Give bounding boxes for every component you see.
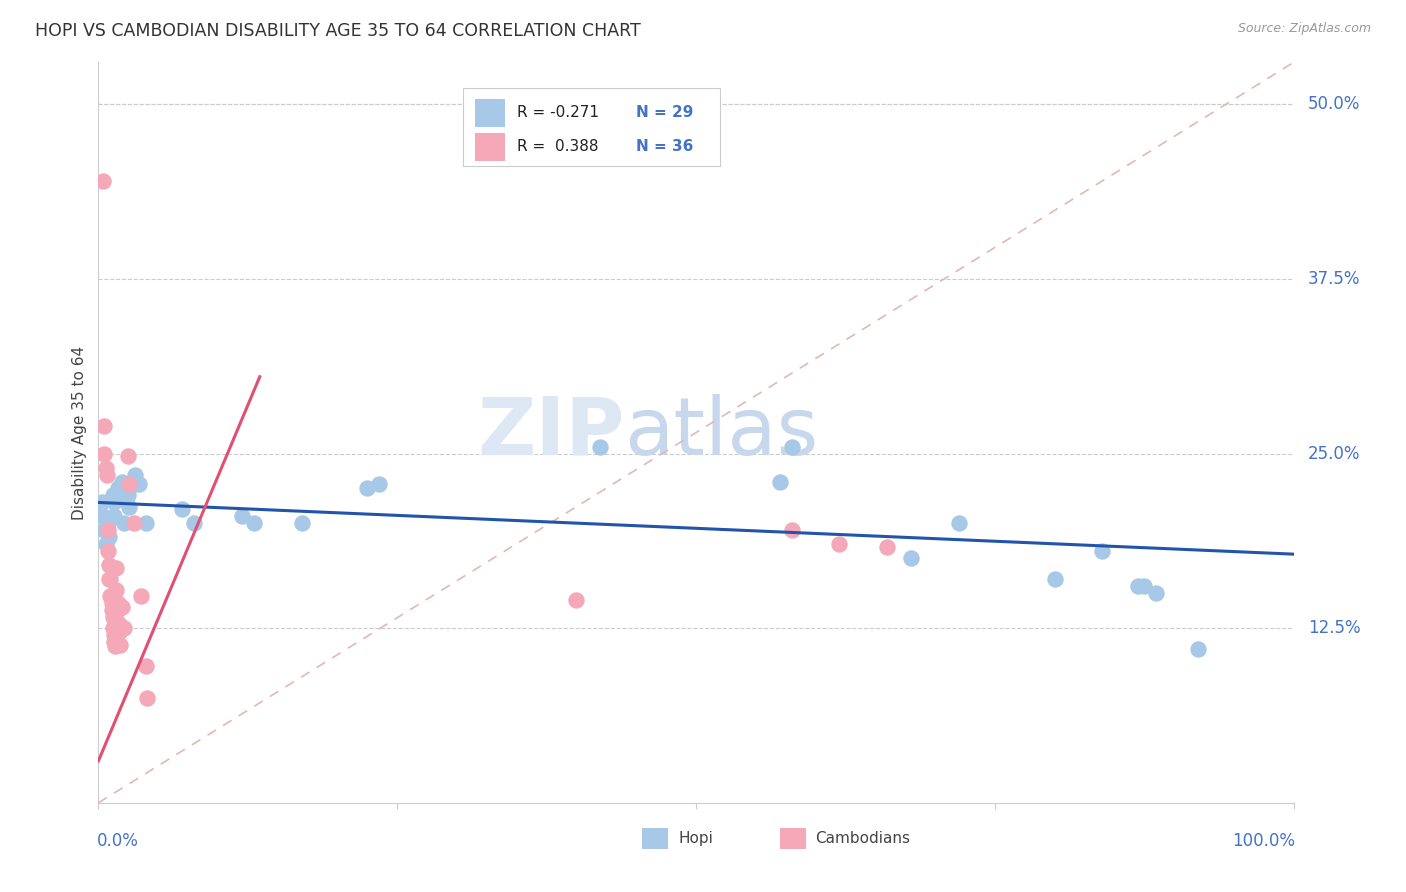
Text: R = -0.271: R = -0.271 [517, 104, 599, 120]
Point [103, 628, 125, 642]
Text: Cambodians: Cambodians [815, 830, 911, 846]
Text: ZIP: ZIP [477, 393, 624, 472]
Point [103, 635, 125, 649]
Point [107, 596, 129, 610]
Point [118, 500, 141, 514]
Point [97, 516, 120, 531]
Point [100, 603, 122, 617]
Text: 37.5%: 37.5% [1308, 270, 1361, 288]
Point [124, 516, 146, 531]
Point [100, 596, 122, 610]
Point [876, 540, 898, 554]
Text: N = 29: N = 29 [636, 104, 693, 120]
Point [107, 603, 129, 617]
Point [112, 621, 135, 635]
Text: Source: ZipAtlas.com: Source: ZipAtlas.com [1237, 22, 1371, 36]
Point [93, 524, 115, 538]
FancyBboxPatch shape [475, 133, 505, 161]
Point [768, 475, 790, 489]
Text: 50.0%: 50.0% [1308, 95, 1360, 113]
Point [231, 509, 253, 524]
Point [101, 621, 124, 635]
Point [128, 477, 150, 491]
Point [97, 544, 120, 558]
Text: 100.0%: 100.0% [1232, 832, 1295, 850]
Point [356, 482, 378, 496]
Point [172, 502, 194, 516]
Point [368, 477, 391, 491]
Point [135, 516, 157, 531]
Point [1091, 544, 1114, 558]
Point [105, 583, 128, 598]
Point [93, 418, 115, 433]
Point [107, 625, 129, 640]
Point [107, 617, 129, 632]
Point [135, 659, 157, 673]
Point [108, 638, 131, 652]
Point [107, 491, 129, 506]
Point [93, 446, 115, 460]
Point [1144, 586, 1167, 600]
Text: Hopi: Hopi [678, 830, 713, 846]
FancyBboxPatch shape [779, 828, 806, 848]
Point [101, 610, 124, 624]
Y-axis label: Disability Age 35 to 64: Disability Age 35 to 64 [72, 345, 87, 520]
Point [107, 482, 129, 496]
Point [98, 572, 121, 586]
Point [91, 174, 114, 188]
Point [243, 516, 266, 531]
Point [136, 691, 159, 706]
Point [103, 495, 125, 509]
Point [1133, 579, 1156, 593]
Point [900, 551, 922, 566]
Point [103, 509, 125, 524]
Point [589, 440, 612, 454]
Point [183, 516, 205, 531]
FancyBboxPatch shape [643, 828, 668, 848]
Point [131, 589, 153, 603]
Point [118, 477, 141, 491]
Text: 12.5%: 12.5% [1308, 619, 1361, 637]
Point [124, 477, 146, 491]
Point [91, 509, 114, 524]
Text: HOPI VS CAMBODIAN DISABILITY AGE 35 TO 64 CORRELATION CHART: HOPI VS CAMBODIAN DISABILITY AGE 35 TO 6… [35, 22, 641, 40]
Point [1187, 642, 1209, 657]
Text: N = 36: N = 36 [636, 138, 693, 153]
Text: 25.0%: 25.0% [1308, 444, 1361, 463]
Point [96, 467, 118, 482]
Point [98, 530, 121, 544]
Point [104, 640, 127, 654]
Point [828, 537, 851, 551]
Point [948, 516, 970, 531]
Point [1043, 572, 1066, 586]
Text: R =  0.388: R = 0.388 [517, 138, 598, 153]
Point [98, 572, 122, 586]
Point [105, 561, 128, 575]
Point [117, 450, 139, 464]
Point [112, 516, 135, 531]
Text: 0.0%: 0.0% [97, 832, 139, 850]
Point [1128, 579, 1150, 593]
Point [111, 600, 134, 615]
Point [111, 475, 134, 489]
Point [98, 589, 122, 603]
Point [98, 558, 121, 573]
FancyBboxPatch shape [463, 88, 720, 166]
Point [780, 524, 803, 538]
Point [780, 440, 803, 454]
Point [94, 537, 117, 551]
Point [565, 593, 588, 607]
Point [97, 524, 120, 538]
Point [117, 488, 139, 502]
Point [101, 488, 124, 502]
FancyBboxPatch shape [475, 99, 505, 127]
Point [91, 495, 114, 509]
Point [124, 467, 146, 482]
Point [94, 460, 117, 475]
Text: atlas: atlas [624, 393, 818, 472]
Point [291, 516, 314, 531]
